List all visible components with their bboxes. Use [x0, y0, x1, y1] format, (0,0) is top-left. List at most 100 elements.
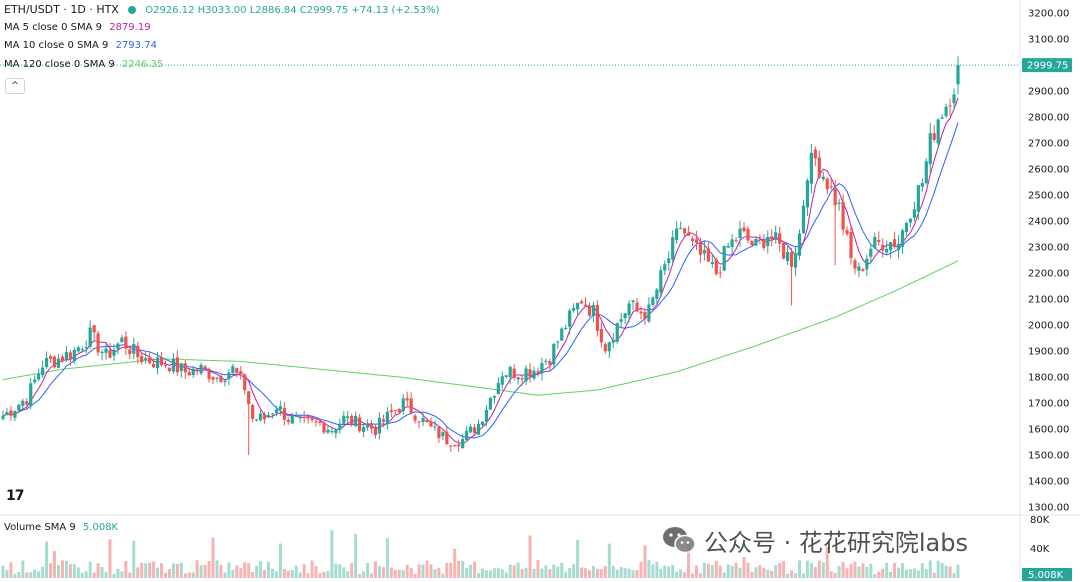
candle-body [556, 341, 560, 343]
y-tick-label: 1500.00 [1028, 451, 1069, 462]
candle-body [766, 236, 770, 247]
volume-bar [758, 565, 762, 578]
candle-body [365, 425, 370, 428]
volume-bar [457, 560, 461, 578]
candle-body [936, 119, 940, 144]
candle-body [413, 415, 417, 421]
candle-body [167, 367, 172, 372]
candle-body [623, 313, 627, 319]
volume-bar [742, 557, 746, 578]
candle-body [706, 248, 710, 262]
candle-body [346, 416, 350, 418]
candle-body [722, 245, 726, 271]
volume-bar [853, 561, 857, 578]
volume-bar [243, 562, 247, 578]
volume-bar [187, 572, 191, 578]
volume-bar [659, 568, 663, 578]
candle-body [746, 229, 750, 241]
candle-body [334, 429, 338, 434]
candle-body [916, 185, 920, 212]
candle-body [290, 415, 294, 424]
candle-body [568, 310, 572, 327]
ma120-legend[interactable]: MA 120 close 0 SMA 9 2246.35 [4, 58, 163, 72]
volume-bar [508, 564, 512, 578]
volume-bar [88, 561, 92, 578]
volume-bar [29, 572, 33, 578]
candle-body [536, 371, 540, 373]
volume-bar [342, 567, 346, 578]
volume-bar [255, 565, 259, 578]
volume-legend[interactable]: Volume SMA 9 5.008K [4, 522, 118, 533]
collapse-legend-button[interactable]: ^ [5, 78, 25, 94]
ma10-legend[interactable]: MA 10 close 0 SMA 9 2793.74 [4, 39, 157, 53]
candle-body [758, 237, 762, 239]
last-price-tag [1022, 58, 1072, 73]
volume-bar [409, 567, 413, 578]
candle-body [151, 363, 156, 368]
volume-bar [461, 560, 465, 578]
candle-body [655, 289, 659, 299]
volume-bar [548, 569, 552, 578]
candle-body [524, 368, 528, 382]
candle-body [310, 418, 314, 421]
candle-body [199, 364, 203, 374]
y-tick-label: 2500.00 [1028, 191, 1069, 202]
volume-bar [786, 573, 790, 578]
candle-body [116, 343, 120, 350]
candle-body [797, 233, 802, 256]
volume-bar [274, 571, 278, 578]
volume-bar [845, 568, 849, 578]
volume-bar [290, 569, 294, 578]
candle-body [231, 366, 235, 373]
candle-body [429, 421, 433, 427]
candle-body [298, 415, 302, 417]
volume-bar [956, 564, 960, 578]
volume-bar [156, 567, 160, 578]
y-tick-label: 3200.00 [1028, 9, 1069, 20]
tradingview-logo[interactable]: 17 [6, 488, 25, 504]
y-tick-label: 1900.00 [1028, 347, 1069, 358]
candle-body [223, 380, 227, 383]
candle-body [778, 233, 782, 244]
volume-bar [96, 563, 100, 578]
volume-bar [627, 568, 631, 578]
volume-bar [191, 572, 195, 578]
symbol-label: ETH/USDT · 1D · HTX [4, 3, 119, 16]
candle-body [881, 244, 885, 251]
volume-bar [794, 573, 798, 578]
volume-bar [679, 569, 683, 578]
volume-bar [746, 562, 750, 578]
volume-bar [639, 561, 643, 578]
candle-body [373, 426, 378, 435]
candle-body [322, 422, 326, 433]
volume-bar [607, 543, 611, 578]
candle-body [869, 248, 873, 257]
volume-bar [64, 560, 68, 578]
candle-body [108, 350, 112, 358]
candle-body [540, 363, 544, 374]
volume-bar [247, 563, 251, 578]
volume-bar [171, 563, 175, 578]
y-tick-label: 2100.00 [1028, 295, 1069, 306]
candle-body [663, 264, 667, 271]
y-tick-label: 2400.00 [1028, 217, 1069, 228]
volume-bar [116, 568, 120, 578]
ma120-line [2, 260, 959, 396]
volume-bar [912, 568, 916, 578]
candle-body [9, 410, 13, 416]
volume-bar [366, 563, 370, 578]
y-tick-label: 2700.00 [1028, 139, 1069, 150]
candle-body [591, 304, 596, 316]
y-tick-label: 2900.00 [1028, 87, 1069, 98]
volume-bar [813, 567, 817, 578]
volume-bar [259, 561, 263, 578]
volume-bar [112, 573, 116, 578]
ma5-legend[interactable]: MA 5 close 0 SMA 9 2879.19 [4, 21, 151, 35]
volume-bar [60, 560, 64, 578]
candle-body [885, 248, 889, 253]
candle-body [900, 230, 905, 247]
candle-body [679, 228, 683, 230]
candle-body [453, 445, 457, 447]
candle-body [219, 375, 223, 382]
